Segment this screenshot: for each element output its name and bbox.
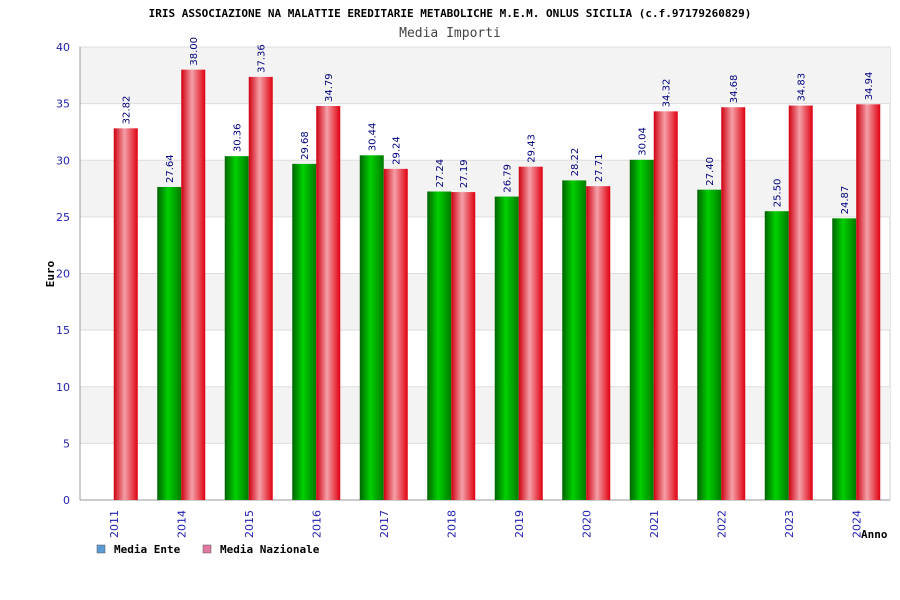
bar-media-nazionale-2016 [316,106,341,501]
x-tick-label: 2015 [243,510,256,538]
x-tick-label: 2018 [445,510,458,538]
y-tick-label: 0 [63,494,70,507]
y-tick-label: 40 [56,41,70,54]
grid-lines [79,46,890,501]
legend-entry: Media Ente [114,543,181,556]
value-labels-group: 32.82 27.64 38.00 30.36 37.36 29.68 34.79 30.44… [122,37,876,214]
bar-media-ente-2022 [697,189,722,500]
value-label: 26.79 [503,164,514,193]
y-tick-label: 35 [56,98,70,111]
y-tick-label: 25 [56,211,70,224]
y-tick-labels: 0 5 10 15 20 25 30 35 40 [56,41,70,507]
x-axis-label: Anno [861,528,888,541]
value-label: 30.36 [233,124,244,153]
value-label: 34.83 [797,73,808,102]
y-tick-label: 5 [63,437,70,450]
bar-media-ente-2020 [562,180,587,500]
value-label: 27.24 [435,159,446,188]
bar-media-nazionale-2024 [856,104,881,500]
value-label: 29.24 [392,136,403,165]
bar-media-nazionale-2019 [518,166,543,500]
grid-band [80,160,890,217]
value-label: 29.68 [300,131,311,160]
x-tick-label: 2014 [175,510,188,538]
chart-title: IRIS ASSOCIAZIONE NA MALATTIE EREDITARIE… [149,7,752,20]
value-label: 24.87 [840,186,851,215]
value-label: 29.43 [527,134,538,163]
x-tick-label: 2023 [783,510,796,538]
grid-band [80,47,890,104]
bar-media-nazionale-2011 [113,128,138,500]
x-tick-label: 2022 [715,510,728,538]
x-tick-label: 2016 [310,510,323,538]
x-tick-label: 2020 [580,510,593,538]
value-label: 27.19 [459,159,470,188]
value-label: 32.82 [122,96,133,125]
y-tick-label: 15 [56,324,70,337]
bar-media-ente-2018 [427,191,452,500]
bar-media-nazionale-2015 [248,76,273,500]
value-label: 34.79 [324,73,335,102]
value-label: 37.36 [257,44,268,73]
x-tick-label: 2019 [513,510,526,538]
bar-media-ente-2014 [157,186,182,501]
legend-entry: Media Nazionale [220,543,320,556]
y-tick-label: 30 [56,154,70,167]
bar-media-nazionale-2018 [451,192,476,501]
x-tick-labels: 2011 2014 2015 2016 2017 2018 2019 2020 2021 2022… [108,510,864,538]
bar-media-ente-2024 [832,218,857,501]
bar-media-ente-2021 [629,159,654,500]
bars-group [113,69,881,501]
value-label: 30.44 [368,123,379,152]
grid-band [80,386,890,444]
bar-media-ente-2015 [224,156,249,500]
bar-media-ente-2019 [494,196,519,500]
bar-media-nazionale-2020 [586,186,611,500]
grid-band [80,273,890,331]
bar-media-nazionale-2021 [653,111,678,501]
x-tick-label: 2021 [648,510,661,538]
legend-swatch [202,544,212,554]
value-label: 25.50 [773,179,784,208]
bar-media-ente-2023 [764,211,789,500]
bar-media-nazionale-2023 [788,105,813,501]
x-tick-label: 2011 [108,510,121,538]
value-label: 34.32 [662,79,673,108]
value-label: 27.71 [594,154,605,183]
chart-subtitle: Media Importi [399,26,501,41]
bar-media-nazionale-2017 [383,168,408,500]
value-label: 27.40 [705,157,716,186]
bar-media-ente-2017 [359,155,384,500]
y-tick-label: 20 [56,268,70,281]
value-label: 27.64 [165,154,176,183]
bar-media-ente-2016 [292,163,317,500]
bar-media-nazionale-2022 [721,107,746,501]
legend: Media Ente Media Nazionale [96,543,320,556]
value-label: 38.00 [189,37,200,66]
y-axis-label: Euro [44,260,57,287]
x-tick-label: 2024 [850,510,863,538]
y-tick-label: 10 [56,381,70,394]
value-label: 30.04 [638,127,649,156]
legend-swatch [96,544,106,554]
bar-media-nazionale-2014 [181,69,206,501]
value-label: 34.94 [864,72,875,101]
value-label: 34.68 [729,75,740,104]
x-tick-label: 2017 [378,510,391,538]
value-label: 28.22 [570,148,581,177]
